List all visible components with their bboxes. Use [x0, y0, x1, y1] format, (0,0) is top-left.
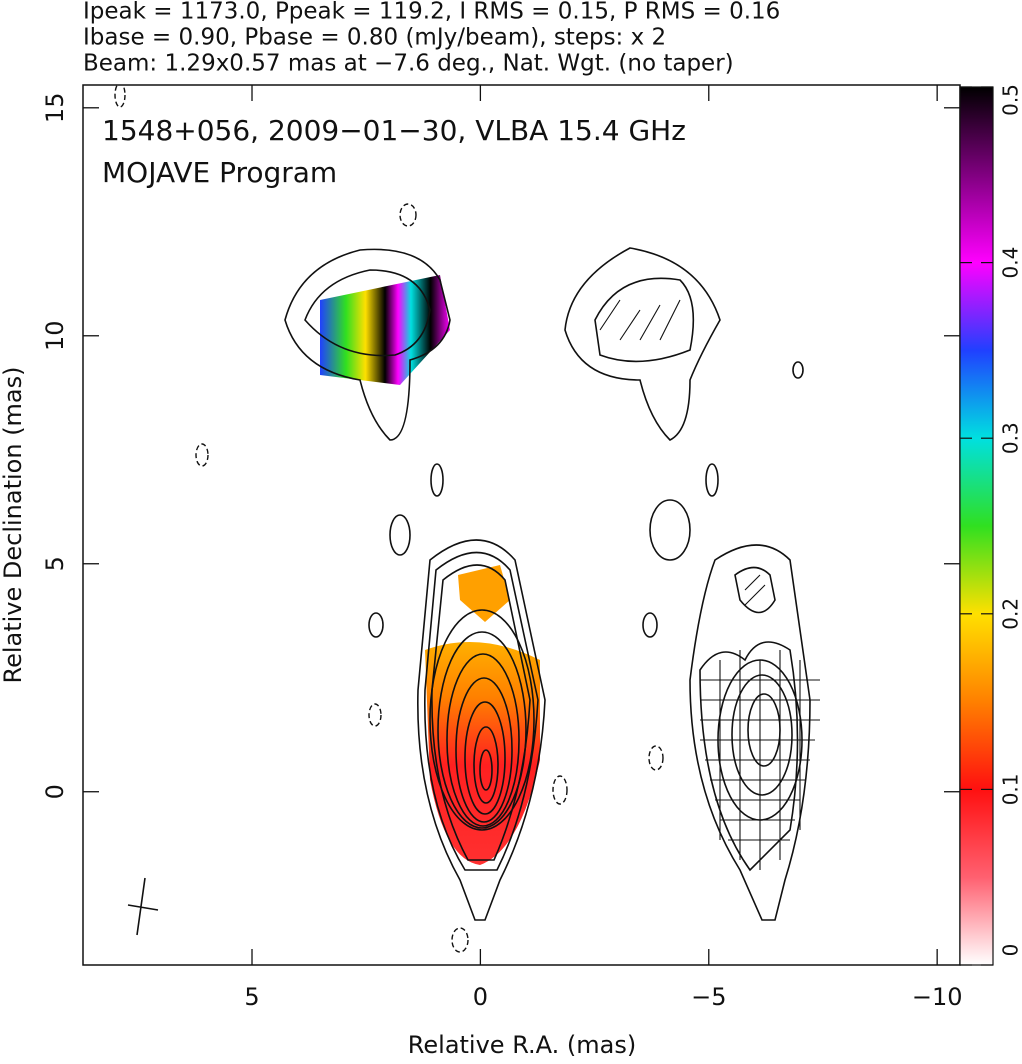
- y-tick-label: 15: [41, 93, 69, 124]
- y-axis-label: Relative Declination (mas): [0, 366, 27, 683]
- y-tick-label: 0: [41, 784, 69, 799]
- annotation: 1548+056, 2009−01−30, VLBA 15.4 GHz: [102, 114, 686, 147]
- x-tick-label: 0: [473, 983, 488, 1011]
- map: [115, 83, 820, 952]
- colorbar-tick-label: 0: [999, 944, 1022, 957]
- color-region: [458, 565, 510, 622]
- ticks: 5 0 −5 −10 0 5 10 15 0 0.1 0.2 0.3 0.4 0.5: [41, 84, 1022, 1011]
- plot-frame: [83, 85, 960, 965]
- x-axis-label: Relative R.A. (mas): [408, 1031, 636, 1059]
- contours-right: [565, 248, 820, 920]
- colorbar: [960, 87, 993, 965]
- color-region: [320, 275, 450, 385]
- title-line: Ipeak = 1173.0, Ppeak = 119.2, I RMS = 0…: [83, 0, 780, 25]
- colorbar-tick-label: 0.4: [999, 247, 1022, 279]
- annotation: MOJAVE Program: [102, 156, 337, 189]
- colorbar-tick-label: 0.1: [999, 773, 1022, 805]
- y-tick-label: 10: [41, 321, 69, 352]
- x-tick-label: 5: [244, 983, 259, 1011]
- colorbar-tick-label: 0.2: [999, 598, 1022, 630]
- colorbar-tick-label: 0.5: [999, 84, 1022, 116]
- title-line: Beam: 1.29x0.57 mas at −7.6 deg., Nat. W…: [83, 51, 734, 77]
- x-tick-label: −5: [691, 983, 726, 1011]
- y-tick-label: 5: [41, 556, 69, 571]
- colorbar-tick-label: 0.3: [999, 422, 1022, 454]
- beam: [128, 878, 158, 935]
- x-tick-label: −10: [912, 983, 963, 1011]
- title-line: Ibase = 0.90, Pbase = 0.80 (mJy/beam), s…: [83, 25, 666, 51]
